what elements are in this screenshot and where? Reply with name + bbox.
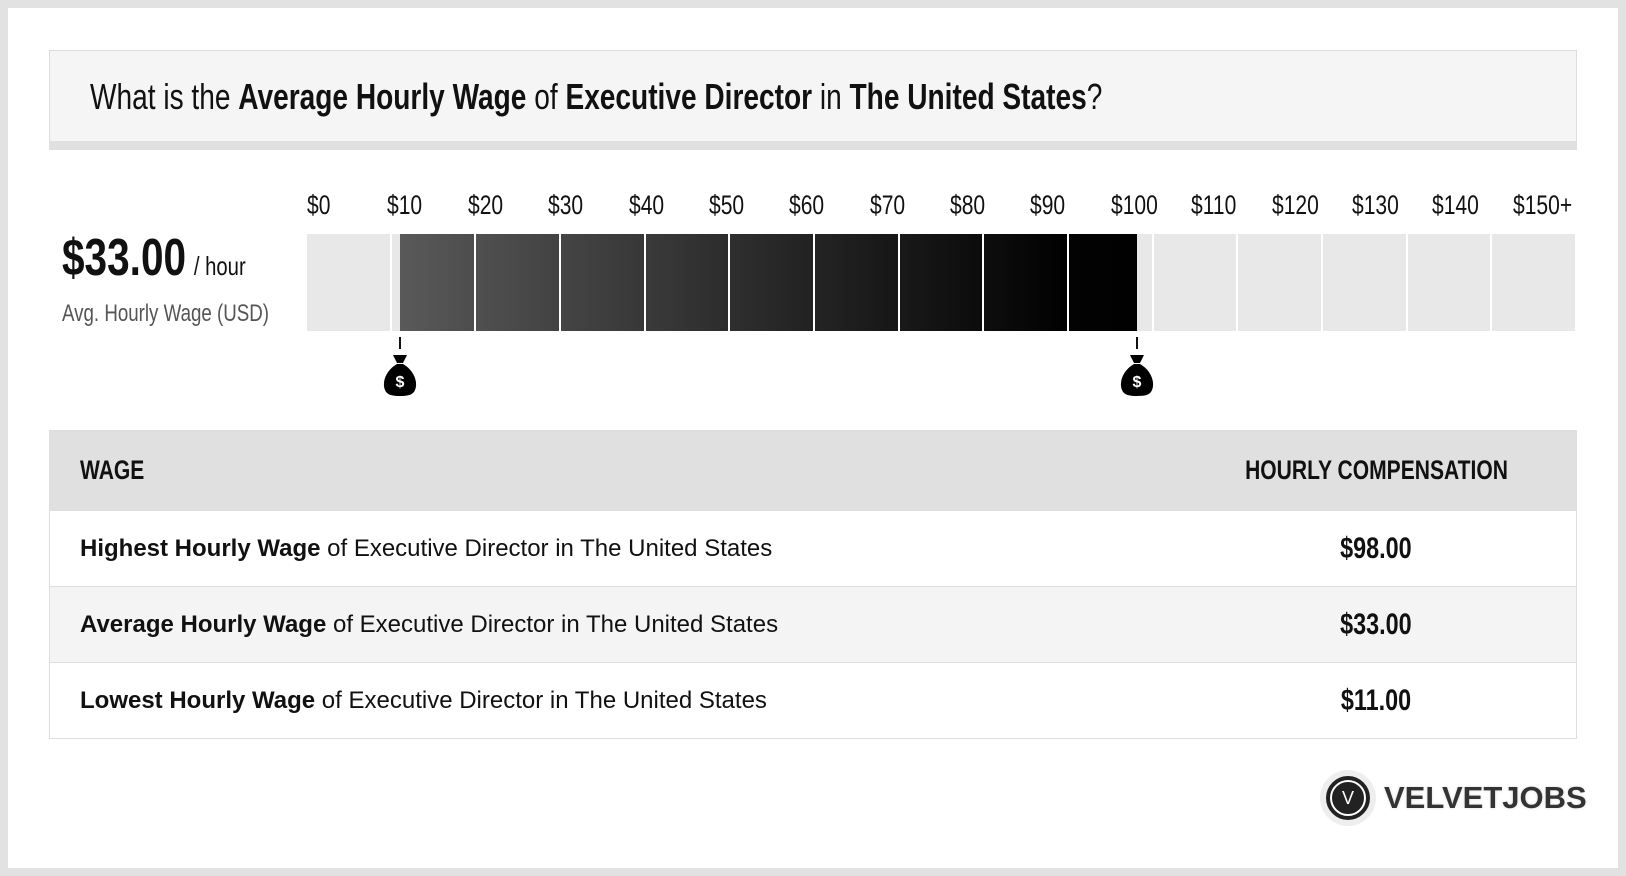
fill-segment [476,234,561,331]
table-row: Highest Hourly Wage of Executive Directo… [49,510,1577,587]
tick-label: $40 [628,190,664,220]
tick-label: $30 [548,190,584,220]
title-text: of [526,76,566,117]
tick-label: $50 [708,190,745,220]
average-wage: $33.00/ hour [62,228,298,288]
tick-label: $80 [950,190,986,220]
fill-segment [814,234,900,331]
row-label: of Executive Director in The United Stat… [320,534,773,562]
fill-segment [400,234,477,331]
tick-label: $100 [1110,190,1158,220]
table-row: Average Hourly Wage of Executive Directo… [49,586,1577,663]
wage-range-fill [400,234,1137,331]
average-value: $33.00 [62,229,187,287]
bar-segment [1408,234,1493,331]
tick-label: $90 [1030,190,1066,220]
bar-segment [1323,234,1408,331]
unit-label: / hour [193,251,246,281]
tick-label: $130 [1351,190,1399,220]
tick-labels: $0 $10 $20 $30 $40 $50 $60 $70 $80 $90 $100 $110 $12… [307,190,1597,220]
bar-segment [1492,234,1577,331]
tick-label: $150+ [1512,190,1572,220]
tick-label: $10 [387,190,423,220]
row-label-bold: Average Hourly Wage [80,610,327,638]
fill-segment [899,234,985,331]
title-bold: Average Hourly Wage [238,76,527,117]
table-header: WAGE HOURLY COMPENSATION [49,430,1577,511]
row-label: of Executive Director in The United Stat… [326,610,779,638]
bar-segment [307,234,392,331]
row-label: of Executive Director in The United Stat… [315,686,767,714]
logo-text: VELVETJOBS [1384,780,1587,815]
row-value: $33.00 [1340,607,1413,641]
fill-segment [730,234,815,331]
title-bold: The United States [849,76,1087,117]
table-row: Lowest Hourly Wage of Executive Director… [49,662,1577,739]
tick-label: $120 [1271,190,1319,220]
col-header-compensation: HOURLY COMPENSATION [1244,455,1508,485]
col-header-wage: WAGE [80,455,145,485]
logo-mark: V [1322,772,1374,824]
row-label-bold: Highest Hourly Wage [80,534,321,562]
tick-label: $110 [1191,190,1237,220]
average-label-text: Avg. Hourly Wage (USD) [62,300,270,327]
logo-letter: V [1330,780,1366,816]
min-marker: $ [380,337,420,402]
tick-label: $140 [1432,190,1480,220]
tick-label: $0 [307,190,331,220]
tick-label: $70 [869,190,905,220]
bar-segment [1238,234,1323,331]
money-bag-icon: $ [1120,355,1153,396]
fill-segment [1068,234,1137,331]
wage-table: WAGE HOURLY COMPENSATION Highest Hourly W… [49,430,1577,739]
tick-label: $20 [467,190,503,220]
title-text: What is the [90,76,239,117]
velvetjobs-logo: V VELVETJOBS [1322,772,1587,824]
money-bag-icon: $ [384,355,417,396]
fill-segment [984,234,1069,331]
title-bold: Executive Director [565,76,813,117]
max-marker: $ [1117,337,1157,402]
title-text: in [812,76,850,117]
fill-segment [560,234,646,331]
bar-segment [1154,234,1239,331]
fill-segment [645,234,731,331]
svg-text:$: $ [1132,374,1141,391]
title-text: ? [1086,76,1103,117]
svg-text:$: $ [396,374,405,391]
row-label-bold: Lowest Hourly Wage [80,686,316,714]
average-label: Avg. Hourly Wage (USD) [62,300,327,328]
tick-label: $60 [789,190,825,220]
row-value: $11.00 [1341,683,1412,717]
bar-segment [1069,234,1154,331]
row-value: $98.00 [1340,531,1413,565]
wage-range-bar [307,234,1577,331]
page-title: What is the Average Hourly Wage of Execu… [49,50,1577,150]
